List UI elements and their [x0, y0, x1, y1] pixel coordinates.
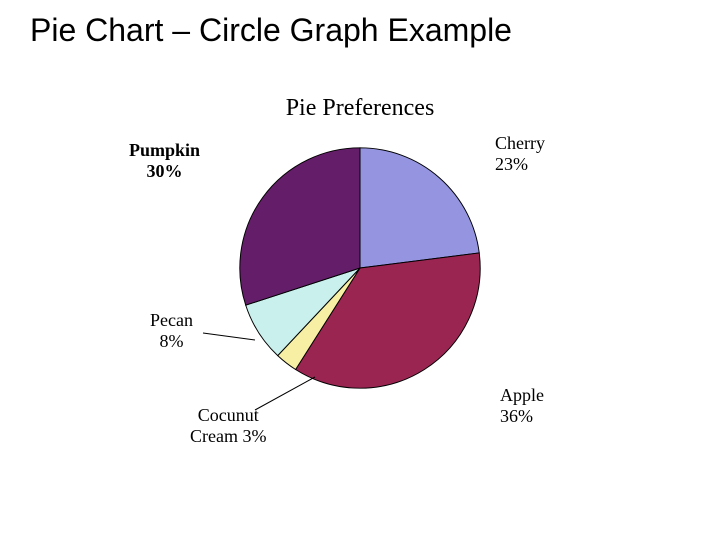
- pie-holder: [235, 143, 485, 393]
- pie-chart-container: Pie Preferences Cherry 23% Apple 36% Coc…: [95, 95, 625, 480]
- label-pecan-name: Pecan: [150, 310, 193, 330]
- label-pecan-pct: 8%: [159, 331, 183, 351]
- label-cherry: Cherry 23%: [495, 133, 545, 174]
- label-coconut: Cocunut Cream 3%: [190, 405, 266, 446]
- label-cherry-pct: 23%: [495, 154, 528, 174]
- label-pumpkin: Pumpkin 30%: [129, 140, 200, 181]
- page-title: Pie Chart – Circle Graph Example: [0, 12, 720, 49]
- label-pumpkin-name: Pumpkin: [129, 140, 200, 160]
- label-pecan: Pecan 8%: [150, 310, 193, 351]
- pie-svg: [235, 143, 485, 393]
- slice-cherry: [360, 148, 479, 268]
- chart-title: Pie Preferences: [95, 95, 625, 122]
- label-coconut-pct: Cream 3%: [190, 426, 266, 446]
- label-coconut-name: Cocunut: [198, 405, 259, 425]
- label-apple: Apple 36%: [500, 385, 544, 426]
- label-apple-name: Apple: [500, 385, 544, 405]
- label-pumpkin-pct: 30%: [147, 161, 183, 181]
- label-cherry-name: Cherry: [495, 133, 545, 153]
- label-apple-pct: 36%: [500, 406, 533, 426]
